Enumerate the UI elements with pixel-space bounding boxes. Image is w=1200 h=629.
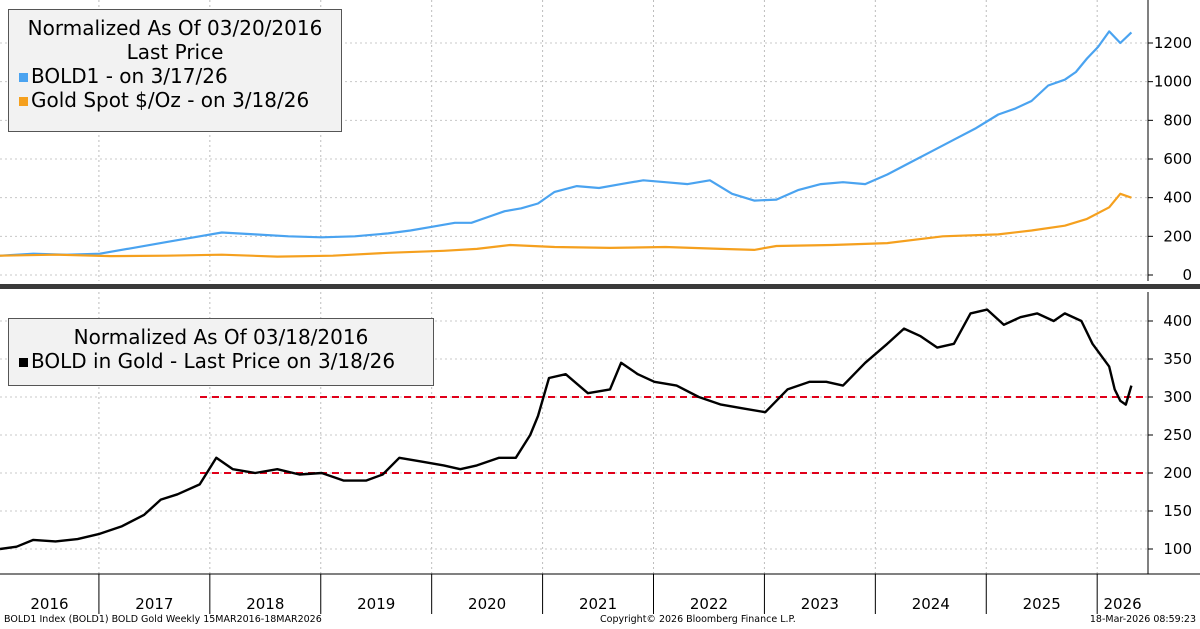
ytick-label-1-200: 200 bbox=[1163, 464, 1192, 482]
ytick-label-1-300: 300 bbox=[1163, 388, 1192, 406]
legend-item-bold-in-gold-label: BOLD in Gold - Last Price on 3/18/26 bbox=[31, 349, 396, 373]
x-label-2026: 2026 bbox=[1103, 595, 1141, 613]
axis-layer: 0 200 400 600 800 1000 1200 100 150 200 250 300 350 4… bbox=[0, 0, 1200, 614]
x-label-2018: 2018 bbox=[246, 595, 284, 613]
bottom-legend-title: Normalized As Of 03/18/2016 bbox=[73, 325, 369, 349]
legend-item-gold-spot-label: Gold Spot $/Oz - on 3/18/26 bbox=[31, 88, 310, 112]
series-layer bbox=[0, 30, 1133, 551]
gold-spot-swatch-icon bbox=[19, 97, 28, 106]
ytick-label-0-600: 600 bbox=[1163, 150, 1192, 168]
top-legend: Normalized As Of 03/20/2016 Last Price B… bbox=[8, 9, 342, 132]
x-label-2017: 2017 bbox=[135, 595, 173, 613]
ytick-label-1-400: 400 bbox=[1163, 312, 1192, 330]
series-line-0-1 bbox=[0, 192, 1132, 258]
ytick-label-0-200: 200 bbox=[1163, 227, 1192, 245]
ytick-label-1-150: 150 bbox=[1163, 502, 1192, 520]
series-line-0-0 bbox=[0, 30, 1133, 257]
x-label-2023: 2023 bbox=[801, 595, 839, 613]
ytick-label-0-1200: 1200 bbox=[1154, 34, 1192, 52]
bold-in-gold-swatch-icon bbox=[19, 358, 28, 367]
ytick-label-0-800: 800 bbox=[1163, 111, 1192, 129]
reference-lines bbox=[200, 396, 1148, 474]
legend-item-bold1-label: BOLD1 - on 3/17/26 bbox=[31, 64, 228, 88]
bold1-swatch-icon bbox=[19, 73, 28, 82]
x-label-2020: 2020 bbox=[468, 595, 506, 613]
ytick-label-1-250: 250 bbox=[1163, 426, 1192, 444]
x-label-2022: 2022 bbox=[690, 595, 728, 613]
ytick-label-0-400: 400 bbox=[1163, 189, 1192, 207]
ytick-label-0-0: 0 bbox=[1182, 266, 1192, 284]
ytick-label-1-100: 100 bbox=[1163, 540, 1192, 558]
footer-left: BOLD1 Index (BOLD1) BOLD Gold Weekly 15M… bbox=[4, 614, 322, 625]
panel-divider bbox=[0, 284, 1200, 289]
legend-item-bold1: BOLD1 - on 3/17/26 bbox=[19, 64, 331, 88]
bottom-legend: Normalized As Of 03/18/2016 BOLD in Gold… bbox=[8, 318, 434, 386]
x-label-2024: 2024 bbox=[912, 595, 950, 613]
legend-item-bold-in-gold: BOLD in Gold - Last Price on 3/18/26 bbox=[19, 349, 423, 373]
top-legend-title: Normalized As Of 03/20/2016 bbox=[27, 16, 323, 40]
ytick-label-1-350: 350 bbox=[1163, 350, 1192, 368]
x-label-2021: 2021 bbox=[579, 595, 617, 613]
x-label-2016: 2016 bbox=[30, 595, 68, 613]
legend-item-gold-spot: Gold Spot $/Oz - on 3/18/26 bbox=[19, 88, 331, 112]
top-legend-subtitle: Last Price bbox=[126, 40, 224, 64]
series-line-1-0 bbox=[0, 308, 1133, 551]
x-label-2019: 2019 bbox=[357, 595, 395, 613]
x-label-2025: 2025 bbox=[1023, 595, 1061, 613]
ytick-label-0-1000: 1000 bbox=[1154, 73, 1192, 91]
footer-right: 18-Mar-2026 08:59:23 bbox=[1089, 614, 1196, 625]
footer-center: Copyright© 2026 Bloomberg Finance L.P. bbox=[600, 614, 796, 625]
